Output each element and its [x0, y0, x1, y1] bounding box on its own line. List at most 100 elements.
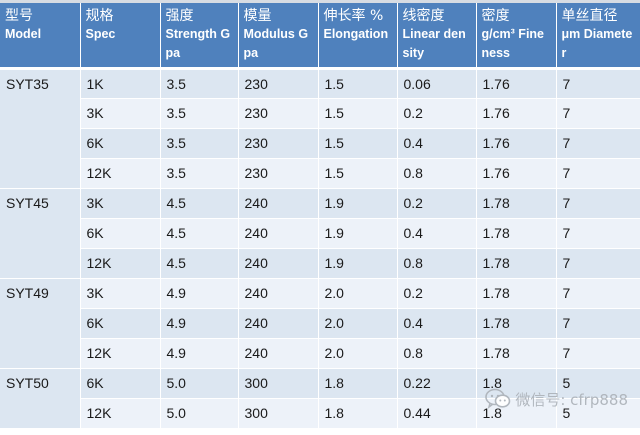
table-cell: 7: [556, 338, 640, 369]
table-cell: 1.76: [476, 98, 557, 129]
column-header: 线密度 Linear density: [397, 3, 477, 70]
table-cell: 4.9: [160, 338, 239, 369]
table-row: SYT49 3K 4.9 240 2.0 0.2 1.78 7: [0, 278, 640, 369]
table-row: 12K 3.5 230 1.5 0.8 1.76 7: [0, 158, 640, 189]
table-header: 型号 Model 规格 Spec 强度 Strength Gpa 模量 Modulus Gpa…: [0, 3, 640, 70]
table-cell: 240: [238, 308, 319, 339]
table-cell: 7: [556, 68, 640, 99]
table-row: 6K 4.9 240 2.0 0.4 1.78 7: [0, 308, 640, 339]
table-row: 12K 5.0 300 1.8 0.44 1.8 5: [0, 398, 640, 429]
column-header-en: Modulus Gpa: [243, 27, 309, 60]
table-row: 3K 3.5 230 1.5 0.2 1.76 7: [0, 98, 640, 129]
column-header-cn: 规格: [85, 8, 114, 24]
table-cell: 300: [238, 368, 319, 399]
column-header-en: Model: [5, 27, 42, 41]
table-cell: 0.06: [397, 68, 477, 99]
column-header: 伸长率 % Elongation: [318, 3, 398, 70]
column-header: 型号 Model: [0, 3, 81, 70]
table-cell: 2.0: [318, 308, 398, 339]
column-header-cn: 线密度: [402, 8, 445, 24]
table-cell: 4.5: [160, 218, 239, 249]
table-cell: 0.4: [397, 128, 477, 159]
table-cell: 7: [556, 188, 640, 219]
column-header: 单丝直径 μm Diameter: [556, 3, 640, 70]
table-cell: 240: [238, 188, 319, 219]
column-header-en: g/cm³ Fineness: [481, 27, 545, 60]
model-cell: SYT49: [0, 278, 81, 369]
table-cell: 5: [556, 368, 640, 399]
table-cell: 4.5: [160, 248, 239, 279]
table-cell: 6K: [80, 368, 161, 399]
table-cell: 0.2: [397, 278, 477, 309]
column-header-cn: 型号: [5, 8, 33, 24]
table-cell: 4.9: [160, 278, 239, 309]
table-cell: 1.76: [476, 68, 557, 99]
table-cell: 240: [238, 248, 319, 279]
column-header-cn: 模量: [243, 8, 272, 24]
table-cell: 240: [238, 338, 319, 369]
table-cell: 0.8: [397, 158, 477, 189]
table-cell: 12K: [80, 248, 161, 279]
table-cell: 5.0: [160, 368, 239, 399]
table-cell: 1.76: [476, 158, 557, 189]
table-cell: 300: [238, 398, 319, 429]
table-cell: 5: [556, 398, 640, 429]
table-cell: 2.0: [318, 338, 398, 369]
wechat-icon: [485, 388, 511, 410]
table-cell: 1.5: [318, 68, 398, 99]
table-cell: 3K: [80, 98, 161, 129]
table-cell: 7: [556, 308, 640, 339]
model-cell: SYT50: [0, 368, 81, 429]
table-row: 12K 4.9 240 2.0 0.8 1.78 7: [0, 338, 640, 369]
table-cell: 230: [238, 158, 319, 189]
table-cell: 3.5: [160, 128, 239, 159]
table-cell: 7: [556, 158, 640, 189]
table-cell: 2.0: [318, 278, 398, 309]
header-row: 型号 Model 规格 Spec 强度 Strength Gpa 模量 Modulus Gpa…: [0, 3, 640, 70]
table-cell: 0.8: [397, 248, 477, 279]
table-row: 6K 3.5 230 1.5 0.4 1.76 7: [0, 128, 640, 159]
table-cell: 1.78: [476, 248, 557, 279]
column-header: 强度 Strength Gpa: [160, 3, 239, 70]
table-cell: 12K: [80, 338, 161, 369]
column-header: 模量 Modulus Gpa: [238, 3, 319, 70]
table-cell: 1.8: [318, 398, 398, 429]
table-cell: 0.4: [397, 308, 477, 339]
column-header-cn: 强度: [165, 8, 194, 24]
column-header-en: Strength Gpa: [165, 27, 231, 60]
table-cell: 1.78: [476, 188, 557, 219]
table-cell: 1.78: [476, 278, 557, 309]
table-cell: 7: [556, 98, 640, 129]
column-header-cn: 单丝直径: [561, 8, 618, 24]
table-row: SYT50 6K 5.0 300 1.8 0.22 1.8 5: [0, 368, 640, 429]
table-row: SYT35 1K 3.5 230 1.5 0.06 1.76 7: [0, 68, 640, 189]
table-cell: 1.78: [476, 218, 557, 249]
table-cell: 1.9: [318, 248, 398, 279]
table-cell: 6K: [80, 128, 161, 159]
table-cell: 3K: [80, 278, 161, 309]
table-cell: 240: [238, 218, 319, 249]
table-cell: 230: [238, 98, 319, 129]
table-body: SYT35 1K 3.5 230 1.5 0.06 1.76 7 3K 3.5 230 1.5 0.2 1…: [0, 68, 640, 429]
column-header-cn: 伸长率 %: [323, 8, 384, 24]
table-cell: 1K: [80, 68, 161, 99]
table-cell: 6K: [80, 218, 161, 249]
table-cell: 0.2: [397, 98, 477, 129]
table-cell: 6K: [80, 308, 161, 339]
table-cell: 1.5: [318, 128, 398, 159]
table-cell: 12K: [80, 158, 161, 189]
table-cell: 4.5: [160, 188, 239, 219]
table-cell: 1.78: [476, 308, 557, 339]
table-cell: 3.5: [160, 98, 239, 129]
table-cell: 4.9: [160, 308, 239, 339]
table-cell: 230: [238, 128, 319, 159]
table-cell: 1.76: [476, 128, 557, 159]
table-cell: 7: [556, 128, 640, 159]
table-cell: 240: [238, 278, 319, 309]
carbon-fiber-spec-table: 型号 Model 规格 Spec 强度 Strength Gpa 模量 Modulus Gpa…: [0, 3, 640, 429]
column-header-en: Elongation: [323, 27, 389, 41]
table-cell: 0.4: [397, 218, 477, 249]
table-cell: 1.8: [318, 368, 398, 399]
table-row: SYT45 3K 4.5 240 1.9 0.2 1.78 7: [0, 188, 640, 279]
table-cell: 230: [238, 68, 319, 99]
